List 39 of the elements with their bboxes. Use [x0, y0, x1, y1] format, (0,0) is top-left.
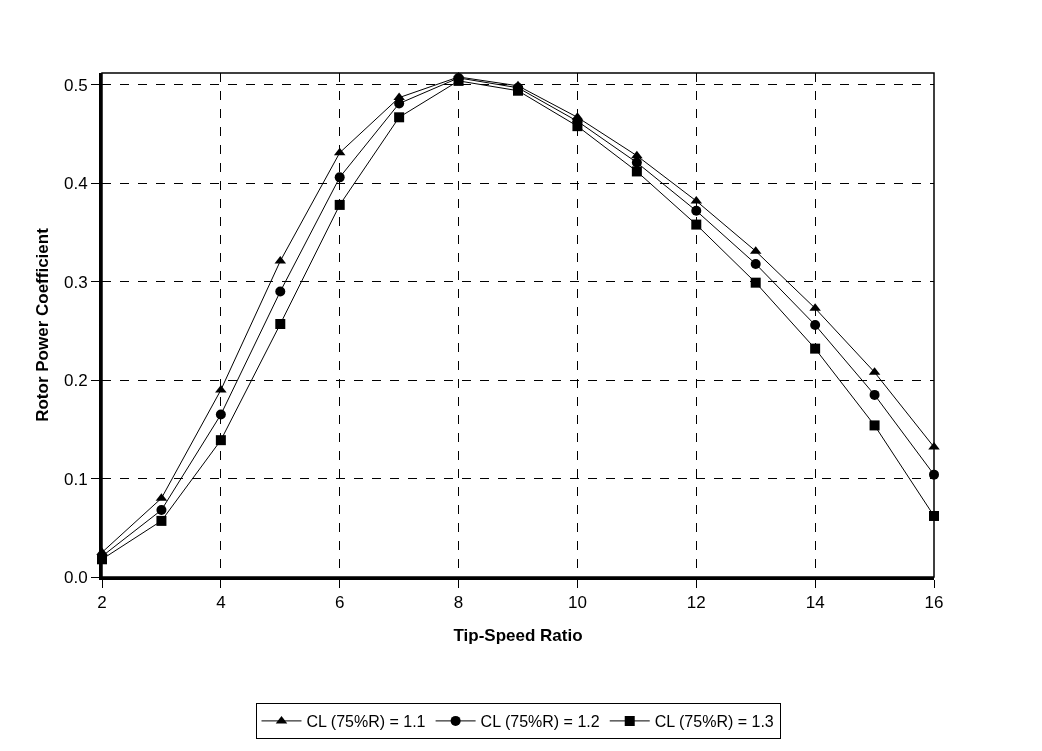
point — [631, 150, 643, 159]
x-tick-label: 2 — [97, 593, 107, 613]
x-tick-label: 10 — [567, 593, 587, 613]
point — [810, 343, 821, 354]
x-tick-label: 14 — [805, 593, 825, 613]
x-tick-label: 8 — [453, 593, 464, 613]
point — [275, 286, 286, 297]
point — [215, 435, 226, 446]
point — [869, 389, 880, 400]
point — [691, 205, 702, 216]
y-tick-label: 0.0 — [63, 567, 88, 587]
point — [750, 277, 761, 288]
point — [572, 121, 583, 132]
point — [750, 258, 761, 269]
legend-label: CL (75%R) = 1.2 — [480, 713, 600, 731]
point — [869, 420, 880, 431]
x-tick-label: 6 — [334, 593, 345, 613]
point — [691, 219, 702, 230]
point — [156, 515, 167, 526]
legend-label: CL (75%R) = 1.1 — [306, 713, 426, 731]
y-tick-label: 0.1 — [63, 469, 88, 489]
legend-label: CL (75%R) = 1.3 — [654, 713, 774, 731]
point — [394, 112, 405, 123]
x-tick-label: 4 — [216, 593, 226, 613]
point — [810, 320, 821, 330]
y-axis-title: Rotor Power Coefficient — [32, 227, 52, 422]
point — [275, 319, 286, 330]
point — [631, 166, 642, 177]
point — [334, 172, 345, 183]
y-tick-label: 0.4 — [63, 174, 88, 194]
x-tick-label: 12 — [686, 593, 706, 613]
point — [156, 505, 167, 516]
y-tick-label: 0.2 — [63, 371, 88, 391]
y-tick-label: 0.3 — [63, 272, 88, 292]
x-tick-label: 16 — [924, 593, 944, 613]
point — [215, 409, 226, 420]
x-axis-title: Tip-Speed Ratio — [453, 625, 583, 645]
y-tick-label: 0.5 — [63, 75, 88, 95]
point — [334, 199, 345, 210]
